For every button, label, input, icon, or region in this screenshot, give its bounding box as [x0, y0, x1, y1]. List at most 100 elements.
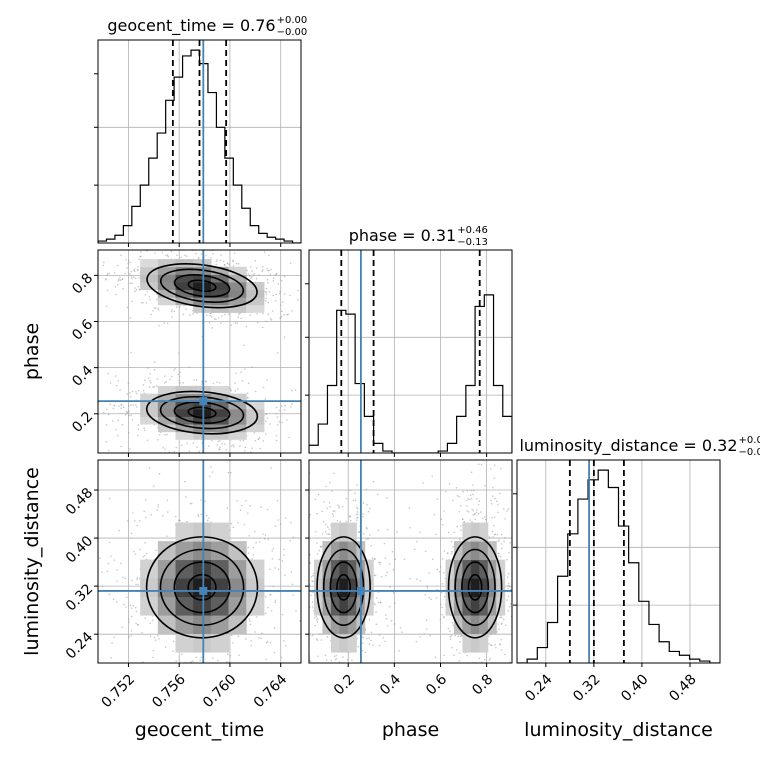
sample-point — [249, 620, 251, 623]
sample-point — [399, 626, 402, 629]
sample-point — [156, 378, 159, 380]
sample-point — [468, 672, 470, 674]
sample-point — [203, 687, 205, 689]
sample-point — [281, 421, 284, 424]
density-block — [193, 281, 212, 291]
sample-point — [448, 483, 451, 485]
sample-point — [229, 655, 232, 657]
sample-point — [132, 276, 135, 279]
sample-point — [439, 603, 442, 606]
panel-frame — [97, 249, 302, 454]
sample-point — [220, 254, 222, 256]
y-tick-label: 0.32 — [63, 581, 96, 614]
sample-point — [330, 659, 333, 662]
sample-point — [333, 472, 335, 475]
density-block — [246, 424, 265, 433]
x-axis-label: luminosity_distance — [524, 719, 713, 741]
sample-point — [165, 254, 167, 257]
sample-point — [109, 382, 112, 384]
sample-point — [259, 681, 261, 683]
sample-point — [180, 256, 183, 259]
density-block — [330, 633, 340, 653]
sample-point — [377, 591, 380, 594]
sample-point — [357, 516, 359, 519]
sample-point — [490, 499, 492, 502]
sample-point — [217, 659, 219, 662]
sample-point — [312, 574, 314, 577]
sample-point — [127, 382, 130, 384]
sample-point — [367, 676, 369, 678]
sample-point — [116, 580, 118, 582]
sample-point — [266, 267, 269, 270]
sample-point — [250, 639, 252, 642]
sample-point — [166, 535, 168, 538]
sample-point — [471, 521, 473, 523]
sample-point — [106, 273, 109, 275]
sample-point — [328, 528, 331, 531]
sample-point — [307, 570, 309, 572]
density-block — [228, 416, 247, 425]
sample-point — [101, 571, 103, 573]
sample-point — [177, 519, 180, 522]
truth-marker — [199, 397, 208, 406]
density-block — [210, 522, 230, 542]
sample-point — [126, 306, 129, 309]
sample-point — [258, 437, 261, 439]
sample-point — [279, 304, 282, 307]
sample-point — [504, 518, 506, 520]
sample-point — [170, 457, 172, 459]
y-tick-label: 0.40 — [63, 533, 96, 566]
sample-point — [161, 514, 164, 517]
sample-point — [106, 408, 108, 411]
panel-content — [83, 246, 301, 459]
sample-point — [184, 480, 186, 483]
sample-point — [169, 378, 171, 381]
density-block — [487, 541, 497, 561]
sample-point — [139, 519, 141, 522]
sample-point — [105, 305, 108, 308]
sample-point — [314, 624, 316, 627]
sample-point — [256, 616, 258, 618]
sample-point — [484, 518, 487, 521]
sample-point — [228, 704, 230, 706]
sample-point — [269, 568, 271, 571]
density-block — [339, 633, 349, 653]
sample-point — [83, 246, 85, 248]
sample-point — [137, 583, 140, 586]
density-block — [210, 431, 230, 440]
sample-point — [280, 656, 283, 659]
sample-point — [230, 324, 232, 326]
sample-point — [210, 316, 213, 318]
sample-point — [241, 380, 244, 382]
sample-point — [425, 619, 428, 622]
sample-point — [139, 255, 141, 258]
y-tick-label: 0.6 — [69, 316, 96, 343]
sample-point — [471, 670, 473, 672]
sample-point — [456, 649, 458, 651]
sample-point — [279, 523, 282, 525]
sample-point — [355, 513, 358, 516]
sample-point — [237, 521, 239, 524]
density-block — [246, 401, 265, 410]
sample-point — [398, 650, 401, 652]
sample-point — [212, 382, 215, 385]
sample-point — [289, 540, 291, 542]
sample-point — [352, 499, 354, 502]
sample-point — [158, 638, 160, 640]
sample-point — [126, 520, 129, 522]
sample-point — [382, 637, 385, 639]
sample-point — [200, 513, 203, 516]
sample-point — [86, 267, 88, 269]
density-block — [193, 385, 212, 395]
sample-point — [477, 503, 480, 506]
panel-frame — [97, 39, 302, 244]
panel-content — [98, 40, 301, 243]
sample-point — [491, 495, 494, 497]
sample-point — [261, 265, 264, 268]
sample-point — [152, 656, 154, 659]
sample-point — [443, 595, 446, 598]
sample-point — [128, 621, 130, 623]
sample-point — [506, 576, 509, 578]
sample-point — [132, 512, 134, 514]
